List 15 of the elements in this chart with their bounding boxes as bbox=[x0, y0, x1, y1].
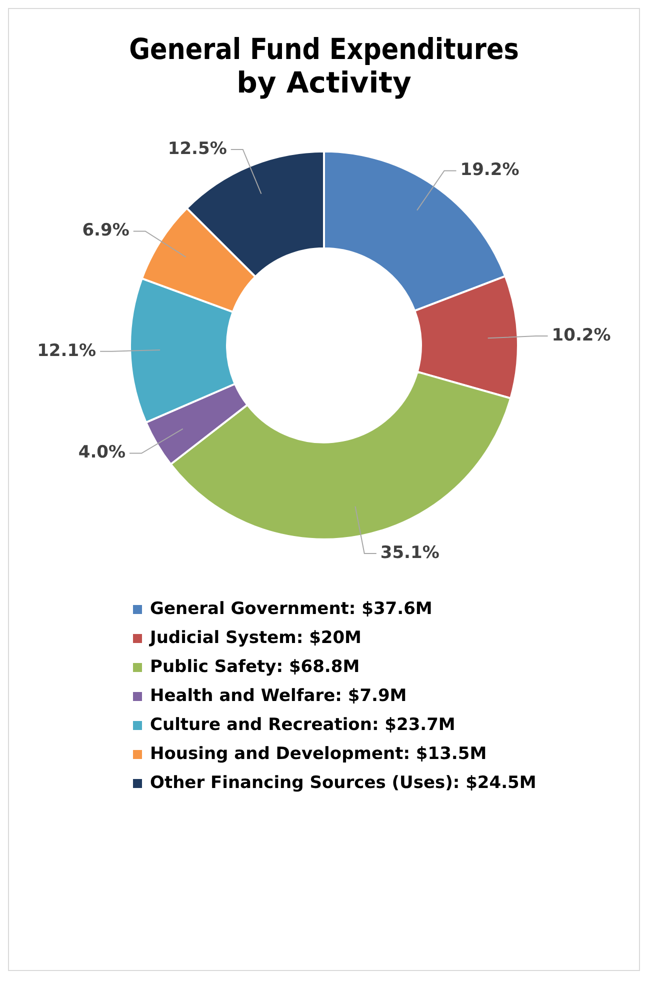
data-label: 19.2% bbox=[460, 160, 520, 180]
legend-label: Culture and Recreation: $23.7M bbox=[150, 715, 456, 735]
legend-label: Other Financing Sources (Uses): $24.5M bbox=[150, 773, 536, 793]
data-label: 10.2% bbox=[552, 325, 611, 346]
data-label: 12.5% bbox=[168, 138, 227, 159]
data-label: 12.1% bbox=[37, 340, 96, 361]
legend-label: General Government: $37.6M bbox=[150, 599, 432, 619]
legend-label: Judicial System: $20M bbox=[150, 628, 362, 648]
data-label: 4.0% bbox=[78, 442, 126, 463]
legend-label: Housing and Development: $13.5M bbox=[150, 744, 487, 764]
legend-label: Health and Welfare: $7.9M bbox=[150, 686, 407, 706]
legend-label: Public Safety: $68.8M bbox=[150, 657, 360, 677]
data-label: 6.9% bbox=[82, 220, 130, 241]
data-label: 35.1% bbox=[380, 542, 440, 563]
chart-title: General Fund Expenditures by Activity bbox=[129, 34, 519, 100]
